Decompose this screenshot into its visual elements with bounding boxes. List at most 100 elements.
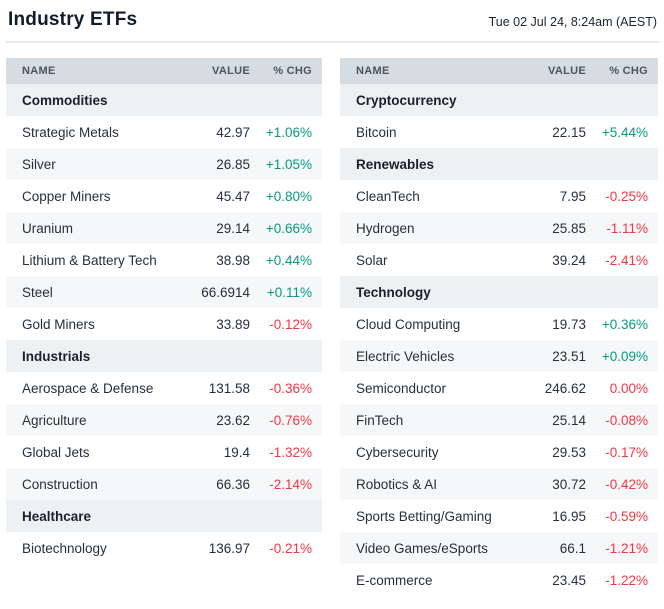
etf-value: 45.47 xyxy=(216,188,250,204)
etf-row[interactable]: Steel 66.6914 +0.11% xyxy=(6,276,322,308)
section-title: Commodities xyxy=(22,92,108,108)
etf-row[interactable]: E-commerce 23.45 -1.22% xyxy=(340,564,658,596)
etf-value: 30.72 xyxy=(552,476,586,492)
etf-row[interactable]: CleanTech 7.95 -0.25% xyxy=(340,180,658,212)
etf-name: Semiconductor xyxy=(356,380,447,396)
etf-row[interactable]: Lithium & Battery Tech 38.98 +0.44% xyxy=(6,244,322,276)
section-title: Renewables xyxy=(356,156,435,172)
etf-value: 66.36 xyxy=(216,476,250,492)
etf-row[interactable]: Global Jets 19.4 -1.32% xyxy=(6,436,322,468)
column-header-name[interactable]: NAME xyxy=(22,65,56,77)
etf-name: Electric Vehicles xyxy=(356,348,455,364)
etf-name: Strategic Metals xyxy=(22,124,119,140)
etf-row[interactable]: Construction 66.36 -2.14% xyxy=(6,468,322,500)
etf-value: 29.53 xyxy=(552,444,586,460)
etf-value: 66.6914 xyxy=(201,284,250,300)
table-header-row: NAME VALUE % CHG xyxy=(340,58,658,84)
etf-name: Copper Miners xyxy=(22,188,111,204)
etf-row[interactable]: Bitcoin 22.15 +5.44% xyxy=(340,116,658,148)
etf-row[interactable]: Cloud Computing 19.73 +0.36% xyxy=(340,308,658,340)
etf-name: Cloud Computing xyxy=(356,316,461,332)
etf-row[interactable]: Robotics & AI 30.72 -0.42% xyxy=(340,468,658,500)
timestamp: Tue 02 Jul 24, 8:24am (AEST) xyxy=(488,15,657,29)
section-title: Industrials xyxy=(22,348,91,364)
column-header-chg[interactable]: % CHG xyxy=(273,65,312,77)
table-body: Commodities Strategic Metals 42.97 +1.06… xyxy=(6,84,322,564)
etf-change: +0.11% xyxy=(266,284,312,300)
etf-row[interactable]: Copper Miners 45.47 +0.80% xyxy=(6,180,322,212)
etf-row[interactable]: Cybersecurity 29.53 -0.17% xyxy=(340,436,658,468)
etf-name: Uranium xyxy=(22,220,74,236)
etf-value: 19.4 xyxy=(223,444,250,460)
etf-name: Gold Miners xyxy=(22,316,95,332)
etf-row[interactable]: Aerospace & Defense 131.58 -0.36% xyxy=(6,372,322,404)
etf-name: Hydrogen xyxy=(356,220,415,236)
etf-name: Sports Betting/Gaming xyxy=(356,508,492,524)
etf-name: CleanTech xyxy=(356,188,420,204)
etf-row[interactable]: Silver 26.85 +1.05% xyxy=(6,148,322,180)
etf-name: Lithium & Battery Tech xyxy=(22,252,157,268)
etf-row[interactable]: FinTech 25.14 -0.08% xyxy=(340,404,658,436)
etf-row[interactable]: Agriculture 23.62 -0.76% xyxy=(6,404,322,436)
etf-row[interactable]: Strategic Metals 42.97 +1.06% xyxy=(6,116,322,148)
etf-change: -1.22% xyxy=(605,572,648,588)
etf-value: 19.73 xyxy=(552,316,586,332)
etf-change: +0.09% xyxy=(601,348,648,364)
etf-name: E-commerce xyxy=(356,572,433,588)
etf-row[interactable]: Solar 39.24 -2.41% xyxy=(340,244,658,276)
etf-name: Biotechnology xyxy=(22,540,107,556)
etf-row[interactable]: Hydrogen 25.85 -1.11% xyxy=(340,212,658,244)
etf-row[interactable]: Electric Vehicles 23.51 +0.09% xyxy=(340,340,658,372)
etf-table-left: NAME VALUE % CHG Commodities Strategic M… xyxy=(6,58,322,596)
etf-change: -0.17% xyxy=(605,444,648,460)
etf-change: -1.11% xyxy=(606,220,648,236)
etf-value: 39.24 xyxy=(552,252,586,268)
etf-value: 22.15 xyxy=(552,124,586,140)
section-header-row: Industrials xyxy=(6,340,322,372)
etf-change: -1.32% xyxy=(269,444,312,460)
etf-row[interactable]: Video Games/eSports 66.1 -1.21% xyxy=(340,532,658,564)
etf-name: Robotics & AI xyxy=(356,476,438,492)
section-header-row: Cryptocurrency xyxy=(340,84,658,116)
etf-row[interactable]: Sports Betting/Gaming 16.95 -0.59% xyxy=(340,500,658,532)
etf-change: +0.66% xyxy=(265,220,312,236)
section-header-row: Technology xyxy=(340,276,658,308)
etf-change: 0.00% xyxy=(609,380,648,396)
section-header-row: Commodities xyxy=(6,84,322,116)
etf-change: +5.44% xyxy=(601,124,648,140)
etf-name: Agriculture xyxy=(22,412,87,428)
etf-name: Solar xyxy=(356,252,388,268)
column-header-value[interactable]: VALUE xyxy=(212,65,250,77)
etf-change: -0.12% xyxy=(269,316,312,332)
column-header-value[interactable]: VALUE xyxy=(548,65,586,77)
etf-value: 66.1 xyxy=(559,540,586,556)
etf-row[interactable]: Gold Miners 33.89 -0.12% xyxy=(6,308,322,340)
etf-name: Aerospace & Defense xyxy=(22,380,154,396)
etf-value: 33.89 xyxy=(216,316,250,332)
section-title: Cryptocurrency xyxy=(356,92,457,108)
etf-value: 38.98 xyxy=(216,252,250,268)
column-header-name[interactable]: NAME xyxy=(356,65,390,77)
etf-table-right: NAME VALUE % CHG Cryptocurrency Bitcoin … xyxy=(340,58,658,596)
etf-value: 23.45 xyxy=(552,572,586,588)
etf-value: 136.97 xyxy=(208,540,250,556)
section-header-row: Renewables xyxy=(340,148,658,180)
column-header-chg[interactable]: % CHG xyxy=(609,65,648,77)
etf-change: -1.21% xyxy=(605,540,648,556)
etf-name: Cybersecurity xyxy=(356,444,439,460)
etf-row[interactable]: Biotechnology 136.97 -0.21% xyxy=(6,532,322,564)
etf-change: -0.08% xyxy=(605,412,648,428)
etf-row[interactable]: Uranium 29.14 +0.66% xyxy=(6,212,322,244)
etf-change: +1.05% xyxy=(265,156,312,172)
etf-change: +0.80% xyxy=(265,188,312,204)
etf-name: Construction xyxy=(22,476,98,492)
etf-value: 29.14 xyxy=(216,220,250,236)
etf-value: 25.14 xyxy=(552,412,586,428)
widget-header: Industry ETFs Tue 02 Jul 24, 8:24am (AES… xyxy=(0,0,664,31)
etf-change: +1.06% xyxy=(265,124,312,140)
etf-row[interactable]: Semiconductor 246.62 0.00% xyxy=(340,372,658,404)
section-header-row: Healthcare xyxy=(6,500,322,532)
header-divider xyxy=(5,41,660,43)
etf-value: 25.85 xyxy=(552,220,586,236)
